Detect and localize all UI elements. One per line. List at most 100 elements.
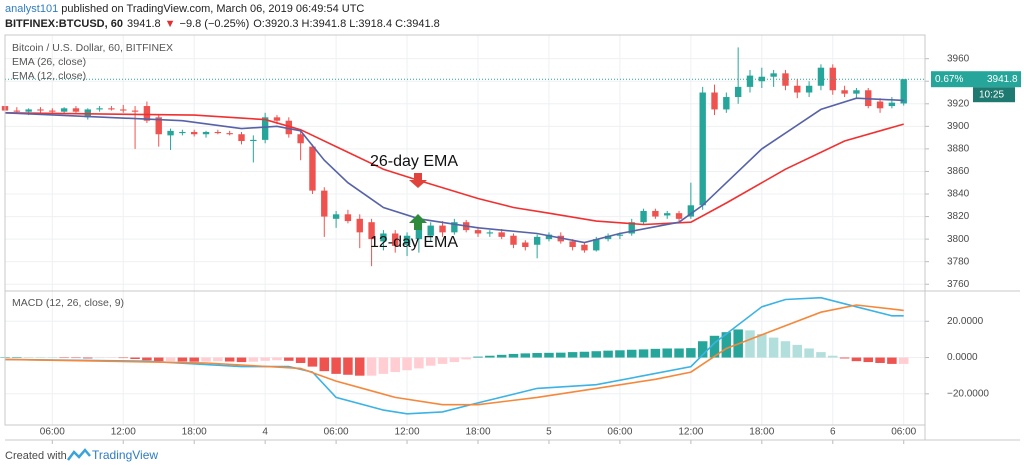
histogram-bar [355, 357, 365, 376]
histogram-bar [402, 357, 412, 371]
histogram-bar [142, 357, 152, 361]
candle-body [640, 210, 647, 223]
candle-body [664, 213, 671, 216]
candle-body [202, 131, 210, 135]
candle-body [250, 139, 257, 142]
candle-body [746, 75, 754, 87]
histogram-bar [177, 357, 188, 362]
histogram-bar [331, 357, 341, 374]
symbol-line: BITFINEX:BTCUSD, 60 3941.8 ▼ −9.8 (−0.25%) O… [5, 18, 440, 30]
histogram-bar [875, 357, 885, 363]
histogram-bar [295, 357, 306, 363]
histogram-bar [366, 357, 377, 376]
last-price-value: 3941.8 [987, 74, 1018, 85]
candle-body [297, 134, 304, 144]
histogram-bar [709, 335, 720, 358]
footer-text: Created with [5, 450, 67, 462]
y-tick-label: 3880 [947, 144, 970, 155]
candle-body [13, 110, 21, 112]
candle-body [392, 233, 399, 246]
candle-body [238, 134, 245, 142]
histogram-bar [591, 351, 602, 358]
candle-body [900, 79, 907, 104]
last: 3941.8 [127, 18, 161, 30]
countdown: 10:25 [979, 89, 1004, 100]
countdown-box [973, 87, 1015, 103]
histogram-bar [343, 357, 353, 375]
x-tick-label: 18:00 [465, 427, 490, 438]
candle-body [226, 133, 233, 135]
candle-body [332, 214, 340, 219]
candle-body [37, 109, 44, 111]
histogram-bar [650, 348, 661, 358]
histogram-bar [615, 350, 625, 358]
plot: 0.67% 3941.8 10:25 [0, 47, 1021, 415]
histogram-bar [224, 357, 235, 362]
candle-body [569, 241, 576, 248]
histogram-bar [47, 357, 58, 359]
candle-body [285, 120, 293, 135]
histogram-bar [153, 357, 164, 362]
candle-body [131, 110, 139, 112]
histogram-bar [414, 357, 424, 369]
candle-body [427, 225, 434, 236]
candle-body [510, 235, 517, 245]
x-tick-label: 12:00 [678, 427, 703, 438]
candle-body [451, 222, 458, 233]
x-tick-label: 4 [262, 427, 268, 438]
x-tick-label: 06:00 [324, 427, 349, 438]
candle-body [593, 239, 600, 251]
candle-body [415, 223, 423, 240]
histogram-bar [757, 333, 767, 358]
candle-body [368, 222, 375, 240]
histogram-bar [106, 357, 117, 359]
candle-body [403, 235, 411, 245]
histogram-bar [697, 341, 708, 358]
y-tick-label: −20.0000 [947, 388, 989, 399]
y-tick-label: 3960 [947, 53, 970, 64]
line-series [4, 112, 904, 226]
legend-ema26: EMA (26, close) [12, 56, 86, 68]
candle-body [711, 92, 718, 110]
x-tick-label: 06:00 [607, 427, 632, 438]
candle-body [108, 108, 115, 110]
annotation: 26-day EMA [370, 153, 458, 170]
histogram-bar [284, 357, 294, 361]
histogram-bar [792, 344, 803, 358]
histogram-bar [59, 357, 69, 359]
histogram-bar [579, 351, 590, 358]
y-tick-label: 3820 [947, 211, 970, 222]
histogram-bar [71, 357, 81, 359]
author[interactable]: analyst101 [5, 3, 58, 15]
chart-title: Bitcoin / U.S. Dollar, 60, BITFINEX [12, 42, 173, 54]
x-tick-label: 5 [546, 427, 552, 438]
candle-body [344, 214, 352, 222]
histogram-bar [804, 348, 814, 358]
y-tick-label: 3780 [947, 256, 970, 267]
histogram-bar [213, 357, 223, 362]
candle-body [96, 108, 103, 110]
histogram-bar [638, 349, 649, 358]
footer-brand[interactable]: TradingView [92, 448, 158, 462]
y-tick-label: 3840 [947, 189, 970, 200]
histogram-bar [130, 357, 140, 359]
candle-body [60, 108, 68, 112]
candle-body [734, 86, 742, 98]
candle-body [829, 67, 836, 91]
histogram-bar [485, 355, 495, 358]
candle-body [687, 205, 695, 217]
down-arrow: ▼ [165, 18, 176, 30]
histogram-bar [839, 357, 850, 359]
histogram-bar [272, 357, 282, 361]
candle-body [474, 230, 482, 234]
y-tick-label: 3900 [947, 121, 970, 132]
candle-body [356, 218, 363, 233]
candle-body [143, 106, 151, 121]
histogram-bar [780, 341, 791, 358]
candle-body [120, 109, 127, 111]
x-tick-label: 6 [830, 427, 836, 438]
histogram-bar [496, 354, 507, 358]
histogram-bar [378, 357, 389, 374]
histogram-bar [189, 357, 199, 362]
